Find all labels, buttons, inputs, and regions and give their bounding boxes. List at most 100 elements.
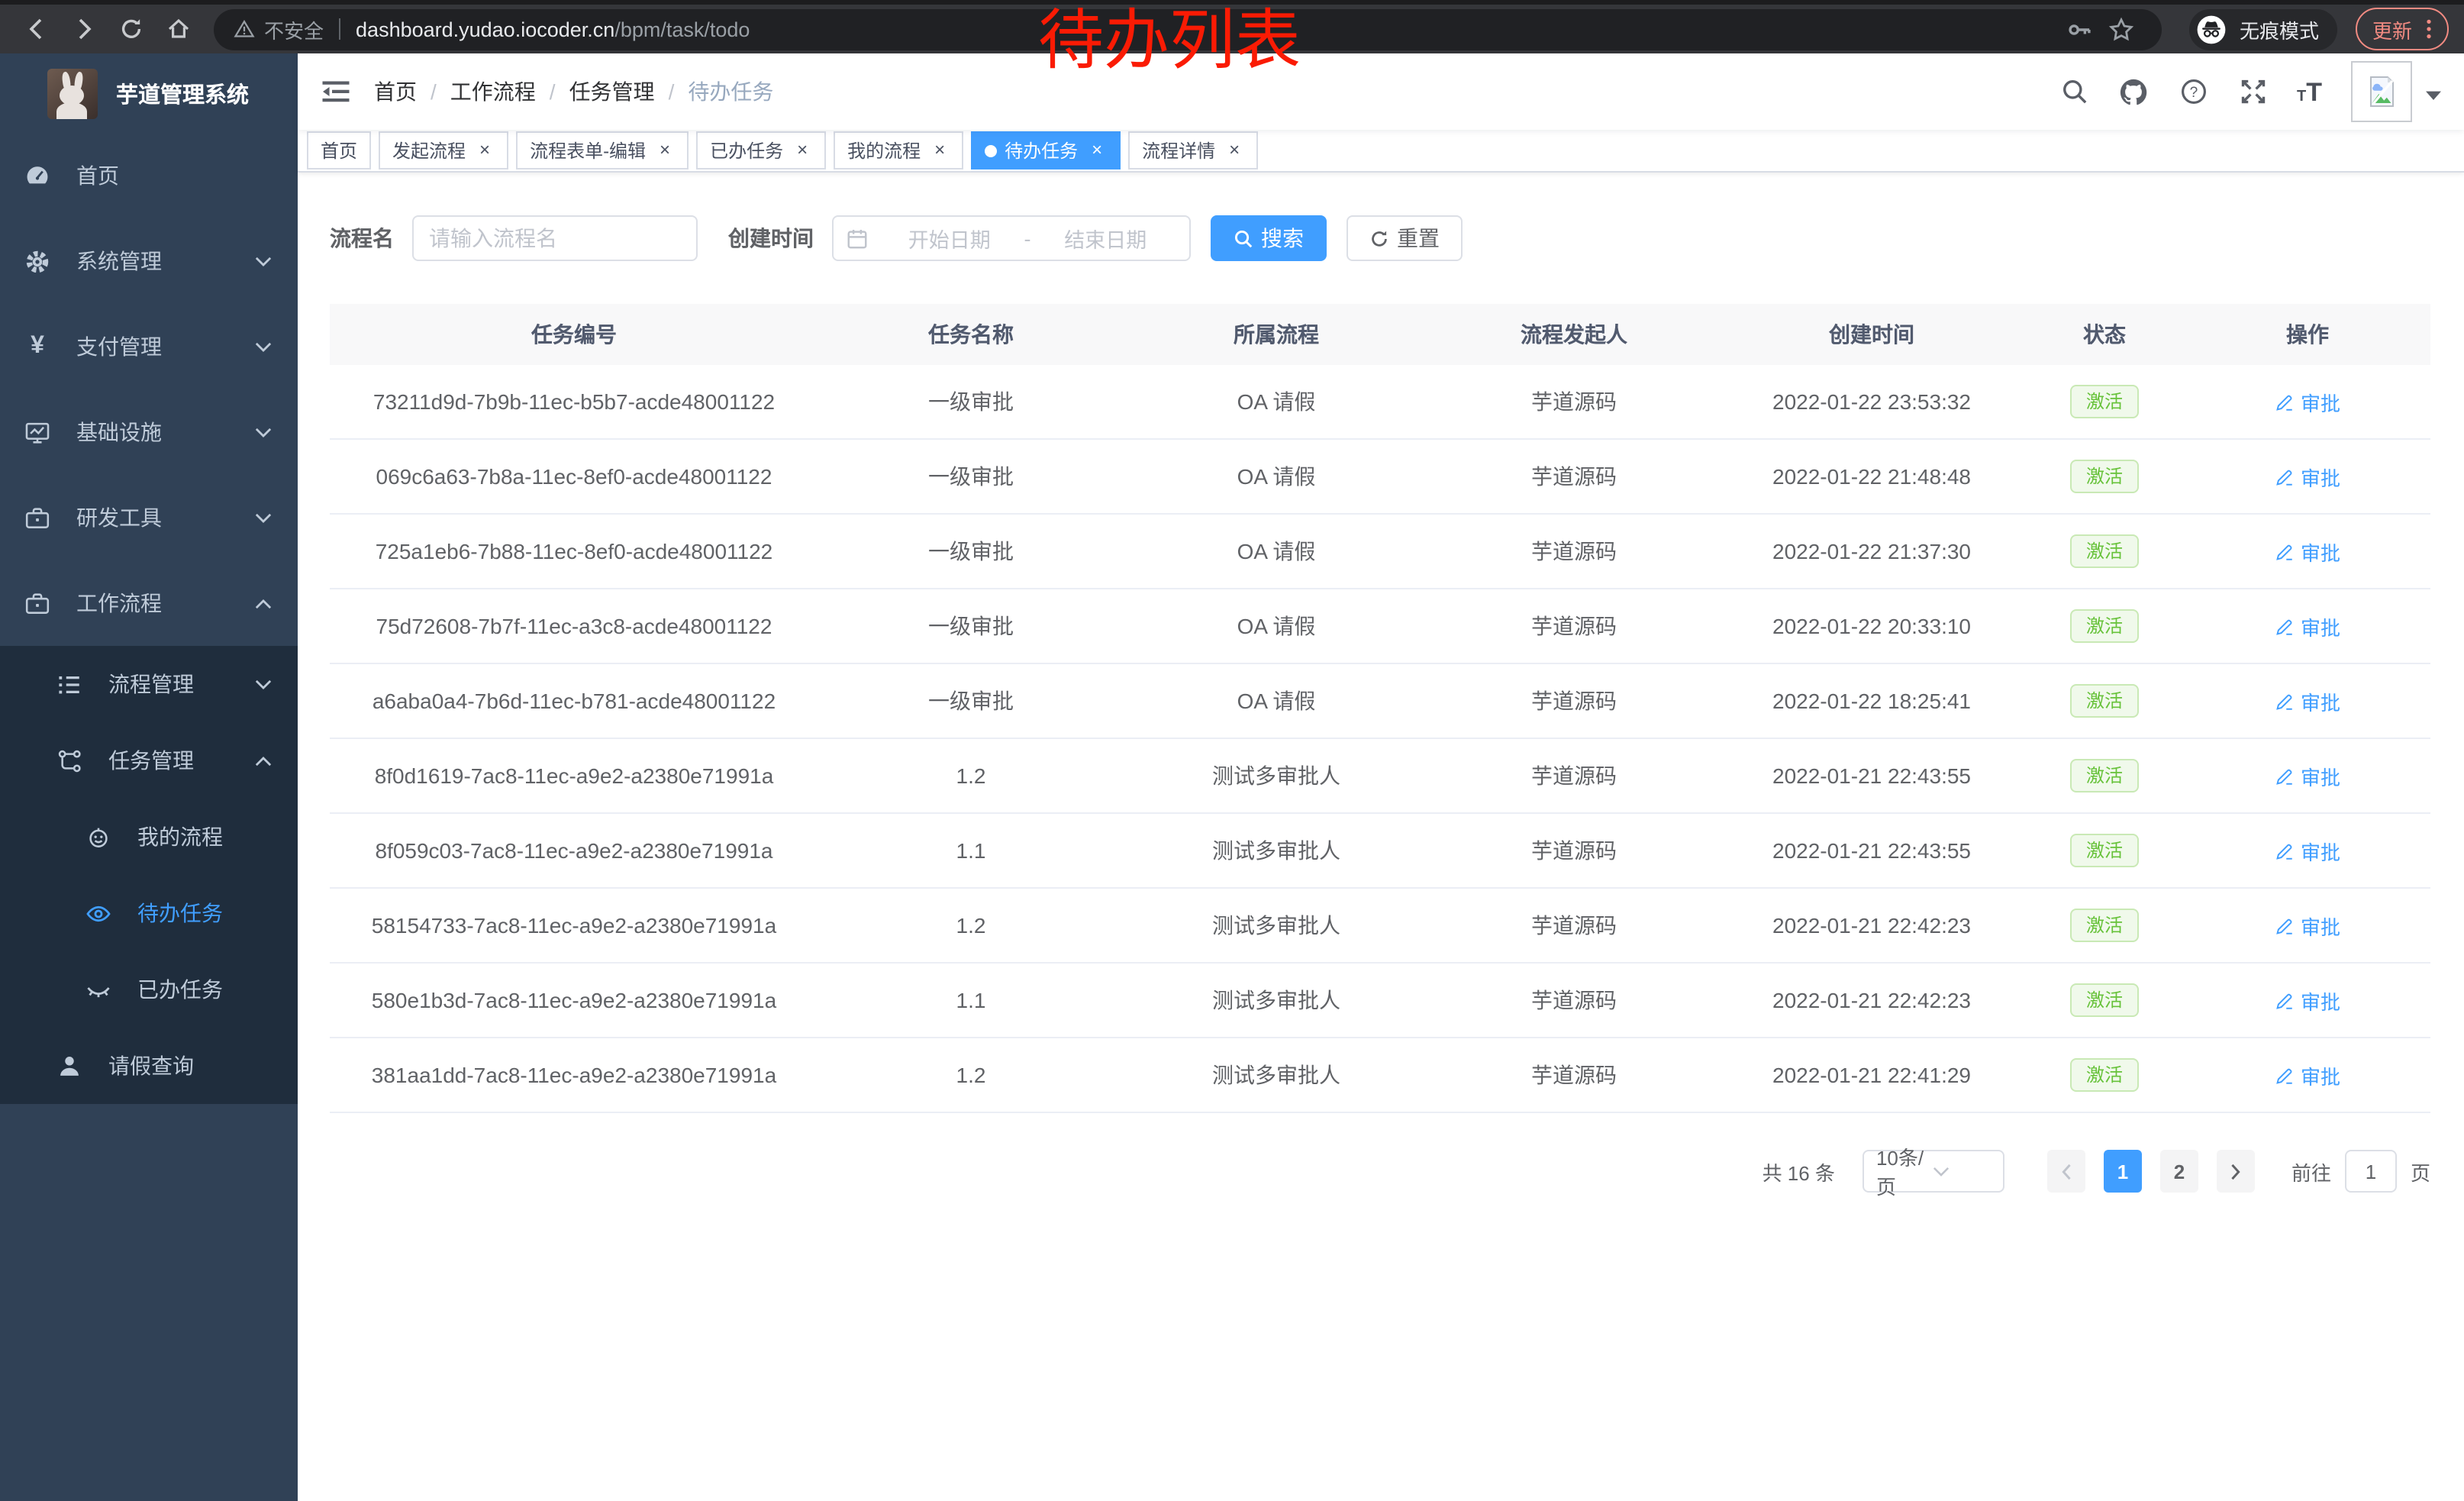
- cell-create-time: 2022-01-21 22:43:55: [1772, 838, 1971, 863]
- approve-link[interactable]: 审批: [2275, 612, 2340, 641]
- app-logo: [47, 68, 98, 118]
- date-range-picker[interactable]: 开始日期 - 结束日期: [832, 215, 1191, 261]
- approve-link[interactable]: 审批: [2275, 387, 2340, 416]
- cell-process: 测试多审批人: [1212, 763, 1340, 788]
- search-button[interactable]: 搜索: [1211, 215, 1327, 261]
- prev-page-button[interactable]: [2046, 1150, 2085, 1193]
- table-row: 58154733-7ac8-11ec-a9e2-a2380e71991a 1.2 测…: [330, 889, 2430, 964]
- cell-status: 激活: [2024, 983, 2185, 1017]
- star-glyph: [2108, 16, 2134, 42]
- sidebar-item-todo-tasks[interactable]: 待办任务: [0, 875, 298, 951]
- browser-back-button[interactable]: [15, 8, 56, 50]
- sidebar-item-my-process[interactable]: 我的流程: [0, 799, 298, 875]
- sidebar-item-process-management[interactable]: 流程管理: [0, 646, 298, 722]
- header-initiator: 流程发起人: [1521, 322, 1627, 347]
- kebab-menu-icon[interactable]: [2426, 18, 2432, 40]
- sidebar-item-dev-tools[interactable]: 研发工具: [0, 475, 298, 560]
- sidebar-item-system-management[interactable]: 系统管理: [0, 218, 298, 304]
- close-icon[interactable]: ×: [1092, 139, 1103, 160]
- key-icon[interactable]: [2059, 8, 2101, 50]
- bookmark-star-icon[interactable]: [2101, 8, 2142, 50]
- incognito-icon: [2195, 13, 2227, 45]
- process-name-label: 流程名: [330, 226, 394, 250]
- forward-icon: [71, 17, 95, 41]
- table-row: 73211d9d-7b9b-11ec-b5b7-acde48001122 一级审批…: [330, 365, 2430, 440]
- address-bar[interactable]: 不安全 dashboard.yudao.iocoder.cn/bpm/task/…: [214, 8, 2162, 50]
- browser-forward-button[interactable]: [63, 8, 104, 50]
- approve-label: 审批: [2300, 616, 2340, 639]
- cell-create-time: 2022-01-21 22:42:23: [1772, 913, 1971, 938]
- cell-process: 测试多审批人: [1212, 838, 1340, 863]
- tab-todo-tasks[interactable]: 待办任务 ×: [971, 131, 1121, 169]
- reset-button[interactable]: 重置: [1346, 215, 1463, 261]
- close-icon[interactable]: ×: [660, 139, 671, 160]
- cell-status: 激活: [2024, 609, 2185, 643]
- approve-link[interactable]: 审批: [2275, 537, 2340, 566]
- sidebar-item-home[interactable]: 首页: [0, 133, 298, 218]
- page-button-1[interactable]: 1: [2103, 1150, 2142, 1193]
- cell-process: OA 请假: [1237, 614, 1316, 638]
- page-button-2[interactable]: 2: [2159, 1150, 2198, 1193]
- divider: [339, 18, 341, 40]
- approve-link[interactable]: 审批: [2275, 686, 2340, 715]
- avatar[interactable]: [2351, 61, 2412, 122]
- github-icon[interactable]: [2118, 76, 2149, 107]
- security-warning[interactable]: 不安全: [234, 15, 324, 44]
- cell-action: 审批: [2185, 686, 2430, 715]
- approve-link[interactable]: 审批: [2275, 911, 2340, 940]
- help-icon[interactable]: ?: [2178, 76, 2208, 107]
- approve-link[interactable]: 审批: [2275, 1060, 2340, 1089]
- search-icon[interactable]: [2059, 76, 2089, 107]
- svg-text:?: ?: [2189, 85, 2198, 101]
- caret-down-icon[interactable]: [2426, 89, 2441, 100]
- tab-process-form-edit[interactable]: 流程表单-编辑 ×: [516, 131, 689, 169]
- sidebar-item-leave-query[interactable]: 请假查询: [0, 1028, 298, 1104]
- close-icon[interactable]: ×: [1229, 139, 1240, 160]
- breadcrumb-task-management[interactable]: 任务管理: [569, 79, 655, 104]
- cell-task-name: 一级审批: [928, 389, 1014, 414]
- cell-task-id: 069c6a63-7b8a-11ec-8ef0-acde48001122: [376, 464, 772, 489]
- sidebar-item-infrastructure[interactable]: 基础设施: [0, 389, 298, 475]
- fullscreen-icon[interactable]: [2237, 76, 2268, 107]
- approve-link[interactable]: 审批: [2275, 836, 2340, 865]
- breadcrumb-workflow[interactable]: 工作流程: [450, 79, 536, 104]
- cell-process: 测试多审批人: [1212, 1063, 1340, 1087]
- cell-task-name: 一级审批: [928, 464, 1014, 489]
- header-action: 操作: [2286, 322, 2329, 347]
- cell-initiator: 芋道源码: [1531, 689, 1617, 713]
- close-icon[interactable]: ×: [479, 139, 491, 160]
- cell-initiator: 芋道源码: [1531, 464, 1617, 489]
- tab-done-tasks[interactable]: 已办任务 ×: [696, 131, 827, 169]
- tab-label: 流程表单-编辑: [530, 140, 647, 162]
- status-badge: 激活: [2070, 609, 2138, 643]
- app-logo-row[interactable]: 芋道管理系统: [0, 53, 298, 133]
- breadcrumb-home[interactable]: 首页: [374, 79, 417, 104]
- chevron-down-icon: [255, 676, 272, 693]
- cell-task-name: 1.2: [956, 763, 986, 788]
- close-icon[interactable]: ×: [797, 139, 808, 160]
- process-name-input[interactable]: [412, 215, 698, 261]
- sidebar-item-done-tasks[interactable]: 已办任务: [0, 951, 298, 1028]
- approve-link[interactable]: 审批: [2275, 986, 2340, 1015]
- sidebar-item-task-management[interactable]: 任务管理: [0, 722, 298, 799]
- browser-home-button[interactable]: [157, 8, 198, 50]
- breadcrumb-separator: /: [431, 79, 437, 104]
- tab-start-process[interactable]: 发起流程 ×: [379, 131, 509, 169]
- approve-link[interactable]: 审批: [2275, 761, 2340, 790]
- page-size-select[interactable]: 10条/页: [1862, 1147, 2004, 1199]
- tab-my-process[interactable]: 我的流程 ×: [834, 131, 964, 169]
- close-icon[interactable]: ×: [934, 139, 946, 160]
- sidebar-item-payment-management[interactable]: ¥ 支付管理: [0, 304, 298, 389]
- browser-toolbar: 不安全 dashboard.yudao.iocoder.cn/bpm/task/…: [0, 0, 2464, 53]
- tab-process-detail[interactable]: 流程详情 ×: [1128, 131, 1259, 169]
- sidebar-toggle-button[interactable]: [321, 76, 351, 107]
- update-button[interactable]: 更新: [2355, 8, 2449, 50]
- cell-process: OA 请假: [1237, 389, 1316, 414]
- sidebar-item-workflow[interactable]: 工作流程: [0, 560, 298, 646]
- approve-link[interactable]: 审批: [2275, 462, 2340, 491]
- tab-home[interactable]: 首页: [307, 131, 372, 169]
- browser-reload-button[interactable]: [110, 8, 151, 50]
- goto-page-input[interactable]: [2344, 1150, 2397, 1193]
- next-page-button[interactable]: [2216, 1150, 2255, 1193]
